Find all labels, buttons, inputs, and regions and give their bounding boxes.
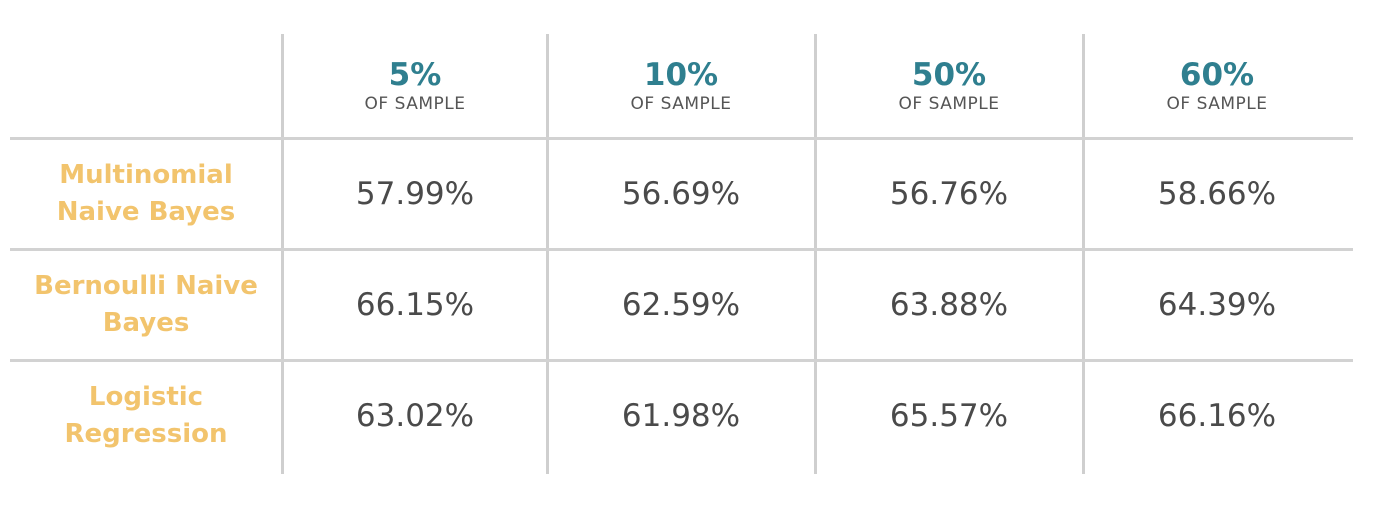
row-header-label: Logistic Regression [64,382,228,449]
column-header-50: 50% OF SAMPLE [817,56,1081,114]
table-cell: 64.39% [1157,287,1277,323]
grid-line-vertical [1082,34,1085,474]
table-cell: 57.99% [355,176,475,212]
column-header-value: 60% [1179,57,1255,93]
grid-line-vertical [814,34,817,474]
grid-line-horizontal [10,359,1353,362]
grid-line-vertical [546,34,549,474]
column-header-60: 60% OF SAMPLE [1085,56,1349,114]
column-header-value: 5% [388,57,442,93]
table-cell: 63.02% [355,398,475,434]
table-cell: 63.88% [889,287,1009,323]
grid-line-horizontal [10,137,1353,140]
column-header-value: 50% [911,57,987,93]
table-cell: 65.57% [889,398,1009,434]
column-header-label: OF SAMPLE [630,94,732,114]
table-cell: 58.66% [1157,176,1277,212]
row-header-label: Bernoulli Naive Bayes [34,271,258,338]
row-header-label: Multinomial Naive Bayes [56,160,236,227]
grid-line-vertical [281,34,284,474]
column-header-label: OF SAMPLE [1166,94,1268,114]
table-cell: 62.59% [621,287,741,323]
row-header-bernoulli-naive-bayes: Bernoulli Naive Bayes [10,250,282,360]
column-header-10: 10% OF SAMPLE [549,56,813,114]
grid-line-horizontal [10,248,1353,251]
column-header-label: OF SAMPLE [898,94,1000,114]
table-cell: 56.69% [621,176,741,212]
table-cell: 66.15% [355,287,475,323]
row-header-multinomial-naive-bayes: Multinomial Naive Bayes [10,139,282,249]
column-header-label: OF SAMPLE [364,94,466,114]
table-cell: 56.76% [889,176,1009,212]
row-header-logistic-regression: Logistic Regression [10,361,282,471]
table-cell: 66.16% [1157,398,1277,434]
column-header-value: 10% [643,57,719,93]
column-header-5: 5% OF SAMPLE [283,56,547,114]
table-cell: 61.98% [621,398,741,434]
